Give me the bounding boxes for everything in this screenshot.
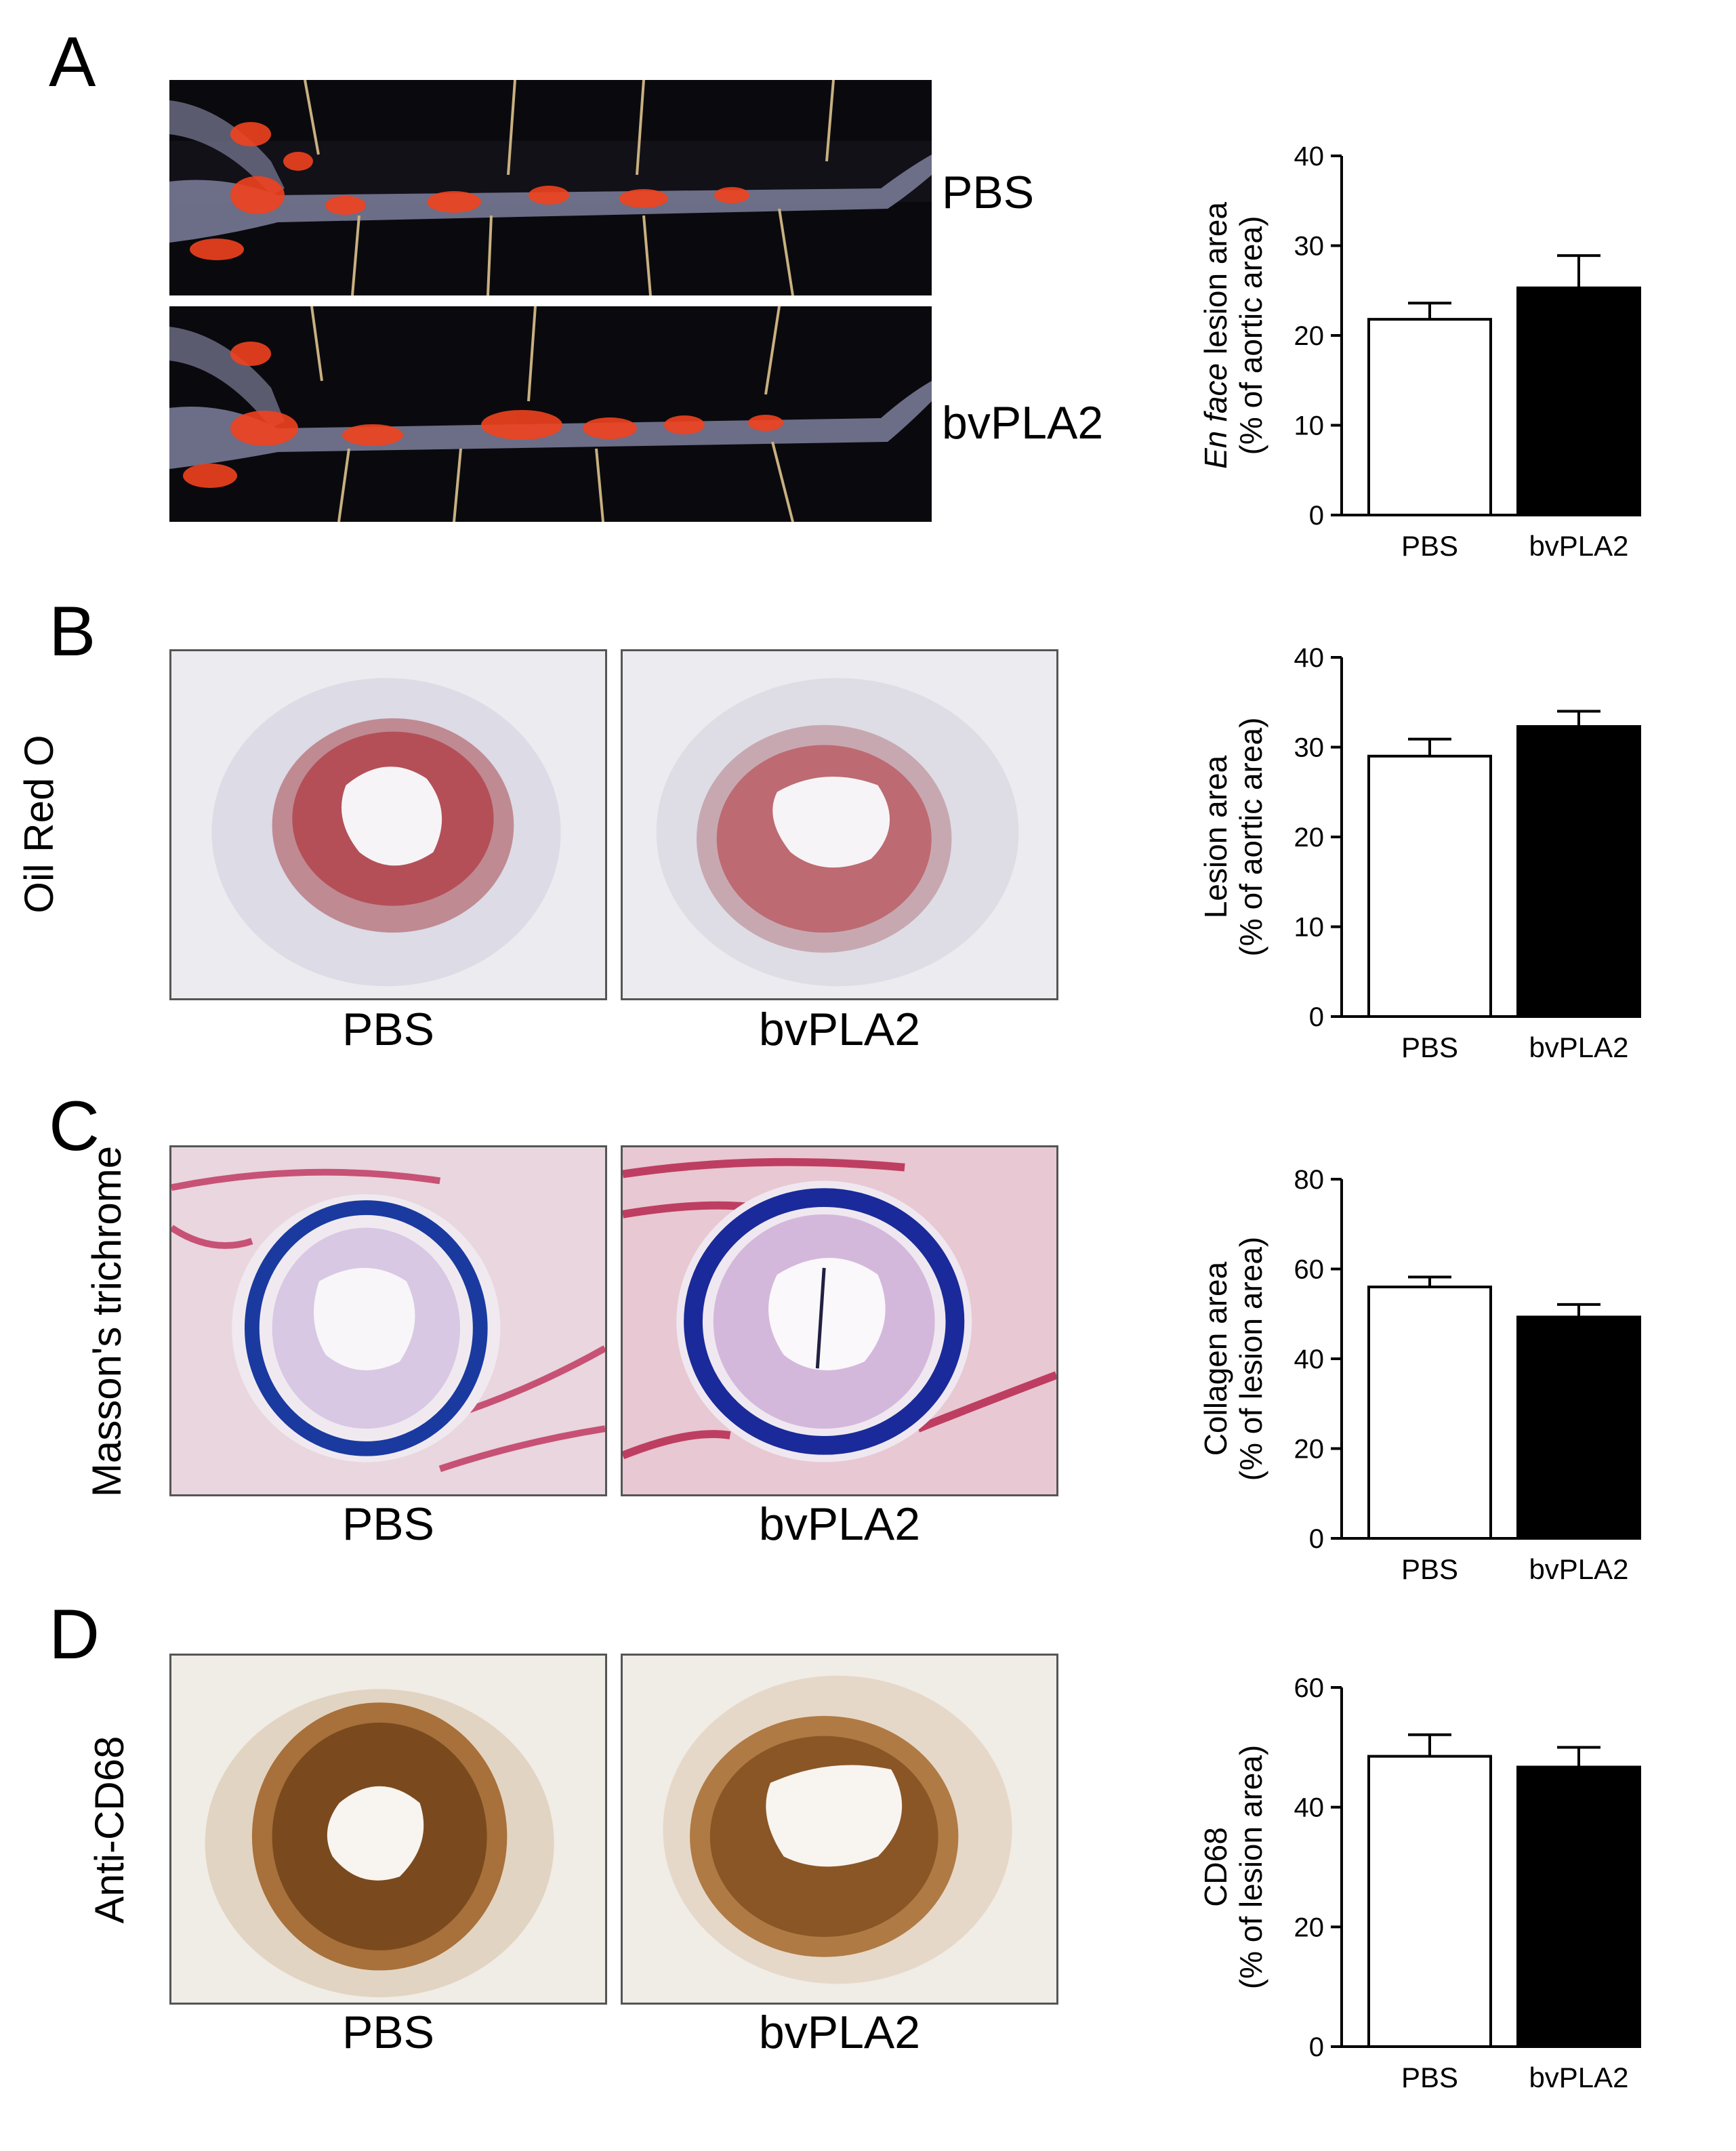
bar-bvpla2 <box>1516 725 1641 1018</box>
x-tick-label: PBS <box>1401 530 1458 562</box>
x-tick-label: PBS <box>1401 2062 1458 2093</box>
bar-pbs <box>1367 754 1492 1018</box>
trichrome-label-bvpla2: bvPLA2 <box>758 1498 921 1550</box>
y-tick-label: 20 <box>1294 321 1325 351</box>
chart-c: 0 20 40 60 80 PBS bvPLA2 Collagen area (% of les… <box>1152 1159 1667 1585</box>
aorta-label-bvpla2: bvPLA2 <box>942 397 1104 449</box>
trichrome-pbs-picture <box>171 1147 605 1494</box>
y-tick-label: 20 <box>1294 1435 1325 1464</box>
y-tick-label: 10 <box>1294 411 1325 441</box>
panel-letter-d: D <box>49 1595 100 1674</box>
y-tick-label: 30 <box>1294 232 1325 262</box>
y-tick-label: 20 <box>1294 1912 1325 1942</box>
oil-red-o-label-bvpla2: bvPLA2 <box>758 1004 921 1055</box>
bar-bvpla2 <box>1516 1315 1641 1540</box>
row-label-massons-trichrome: Masson's trichrome <box>84 1145 129 1498</box>
oil-red-o-image-bvpla2 <box>621 649 1058 1000</box>
y-tick-label: 0 <box>1309 1524 1324 1554</box>
bar-pbs <box>1367 318 1492 516</box>
cd68-bvpla2-picture <box>623 1656 1056 2003</box>
cd68-label-pbs: PBS <box>342 2007 435 2058</box>
oil-red-o-bvpla2-picture <box>623 651 1056 998</box>
cd68-pbs-picture <box>171 1656 605 2003</box>
x-tick-label: bvPLA2 <box>1529 1031 1628 1063</box>
y-tick-label: 80 <box>1294 1165 1325 1195</box>
y-axis-label-line1: Lesion area <box>1198 755 1233 918</box>
x-tick-label: bvPLA2 <box>1529 530 1628 562</box>
cd68-image-bvpla2 <box>621 1654 1058 2005</box>
y-axis-label-line2: (% of lesion area) <box>1233 1237 1268 1481</box>
y-tick-label: 0 <box>1309 2032 1324 2062</box>
row-label-anti-cd68: Anti-CD68 <box>87 1736 132 1924</box>
y-axis-label-rest: CD68 <box>1198 1827 1233 1907</box>
x-tick-label: bvPLA2 <box>1529 2062 1628 2093</box>
oil-red-o-label-pbs: PBS <box>342 1004 435 1055</box>
y-axis-label-line2: (% of aortic area) <box>1233 718 1268 957</box>
bar-bvpla2 <box>1516 286 1641 516</box>
y-tick-label: 0 <box>1309 1002 1324 1032</box>
y-tick-label: 60 <box>1294 1255 1325 1285</box>
aorta-image-pbs <box>169 80 932 295</box>
y-tick-label: 40 <box>1294 142 1325 171</box>
y-tick-label: 20 <box>1294 823 1325 853</box>
aorta-image-bvpla2 <box>169 306 932 522</box>
chart-svg: 0 10 20 30 40 PBS bvPLA2 En face lesion area (% … <box>1198 142 1641 562</box>
chart-d: 0 20 40 60 PBS bvPLA2 CD68 (% of lesion area) <box>1152 1667 1667 2093</box>
y-tick-label: 0 <box>1309 501 1324 531</box>
row-label-oil-red-o: Oil Red O <box>16 735 62 914</box>
aorta-pbs-picture <box>169 80 932 295</box>
aorta-label-pbs: PBS <box>942 167 1035 218</box>
trichrome-bvpla2-picture <box>623 1147 1056 1494</box>
y-axis-label-italic: En face <box>1198 363 1233 469</box>
chart-svg: 0 10 20 30 40 PBS bvPLA2 Lesion area (% of aorti… <box>1198 643 1641 1063</box>
y-axis-label-line1: Collagen area <box>1198 1261 1233 1456</box>
y-axis-label-line1: CD68 <box>1198 1827 1233 1907</box>
oil-red-o-image-pbs <box>169 649 607 1000</box>
x-tick-label: PBS <box>1401 1031 1458 1063</box>
y-tick-label: 10 <box>1294 913 1325 943</box>
chart-a: 0 10 20 30 40 PBS bvPLA2 En face lesion area (% … <box>1152 136 1667 562</box>
y-axis-label-line2: (% of lesion area) <box>1233 1745 1268 1990</box>
y-axis-label-line2: (% of aortic area) <box>1233 216 1268 455</box>
panel-letter-c: C <box>49 1087 100 1166</box>
bar-bvpla2 <box>1516 1765 1641 2048</box>
y-tick-label: 40 <box>1294 643 1325 673</box>
y-axis-label-rest: Collagen area <box>1198 1261 1233 1456</box>
oil-red-o-pbs-picture <box>171 651 605 998</box>
x-tick-label: PBS <box>1401 1553 1458 1585</box>
x-tick-label: bvPLA2 <box>1529 1553 1628 1585</box>
cd68-image-pbs <box>169 1654 607 2005</box>
y-tick-label: 60 <box>1294 1673 1325 1703</box>
y-tick-label: 30 <box>1294 733 1325 763</box>
panel-letter-b: B <box>49 592 96 671</box>
y-tick-label: 40 <box>1294 1793 1325 1823</box>
chart-svg: 0 20 40 60 PBS bvPLA2 CD68 (% of lesion area) <box>1198 1673 1641 2093</box>
cd68-label-bvpla2: bvPLA2 <box>758 2007 921 2058</box>
chart-b: 0 10 20 30 40 PBS bvPLA2 Lesion area (% of aorti… <box>1152 637 1667 1063</box>
y-axis-label-line1: En face lesion area <box>1198 202 1233 469</box>
bar-pbs <box>1367 1755 1492 2048</box>
bar-pbs <box>1367 1286 1492 1540</box>
trichrome-label-pbs: PBS <box>342 1498 435 1550</box>
trichrome-image-pbs <box>169 1145 607 1496</box>
aorta-bvpla2-picture <box>169 306 932 522</box>
trichrome-image-bvpla2 <box>621 1145 1058 1496</box>
chart-svg: 0 20 40 60 80 PBS bvPLA2 Collagen area (% of les… <box>1198 1165 1641 1585</box>
panel-letter-a: A <box>49 23 96 102</box>
y-axis-label-rest: lesion area <box>1198 202 1233 363</box>
y-axis-label-rest: Lesion area <box>1198 755 1233 918</box>
y-tick-label: 40 <box>1294 1345 1325 1374</box>
